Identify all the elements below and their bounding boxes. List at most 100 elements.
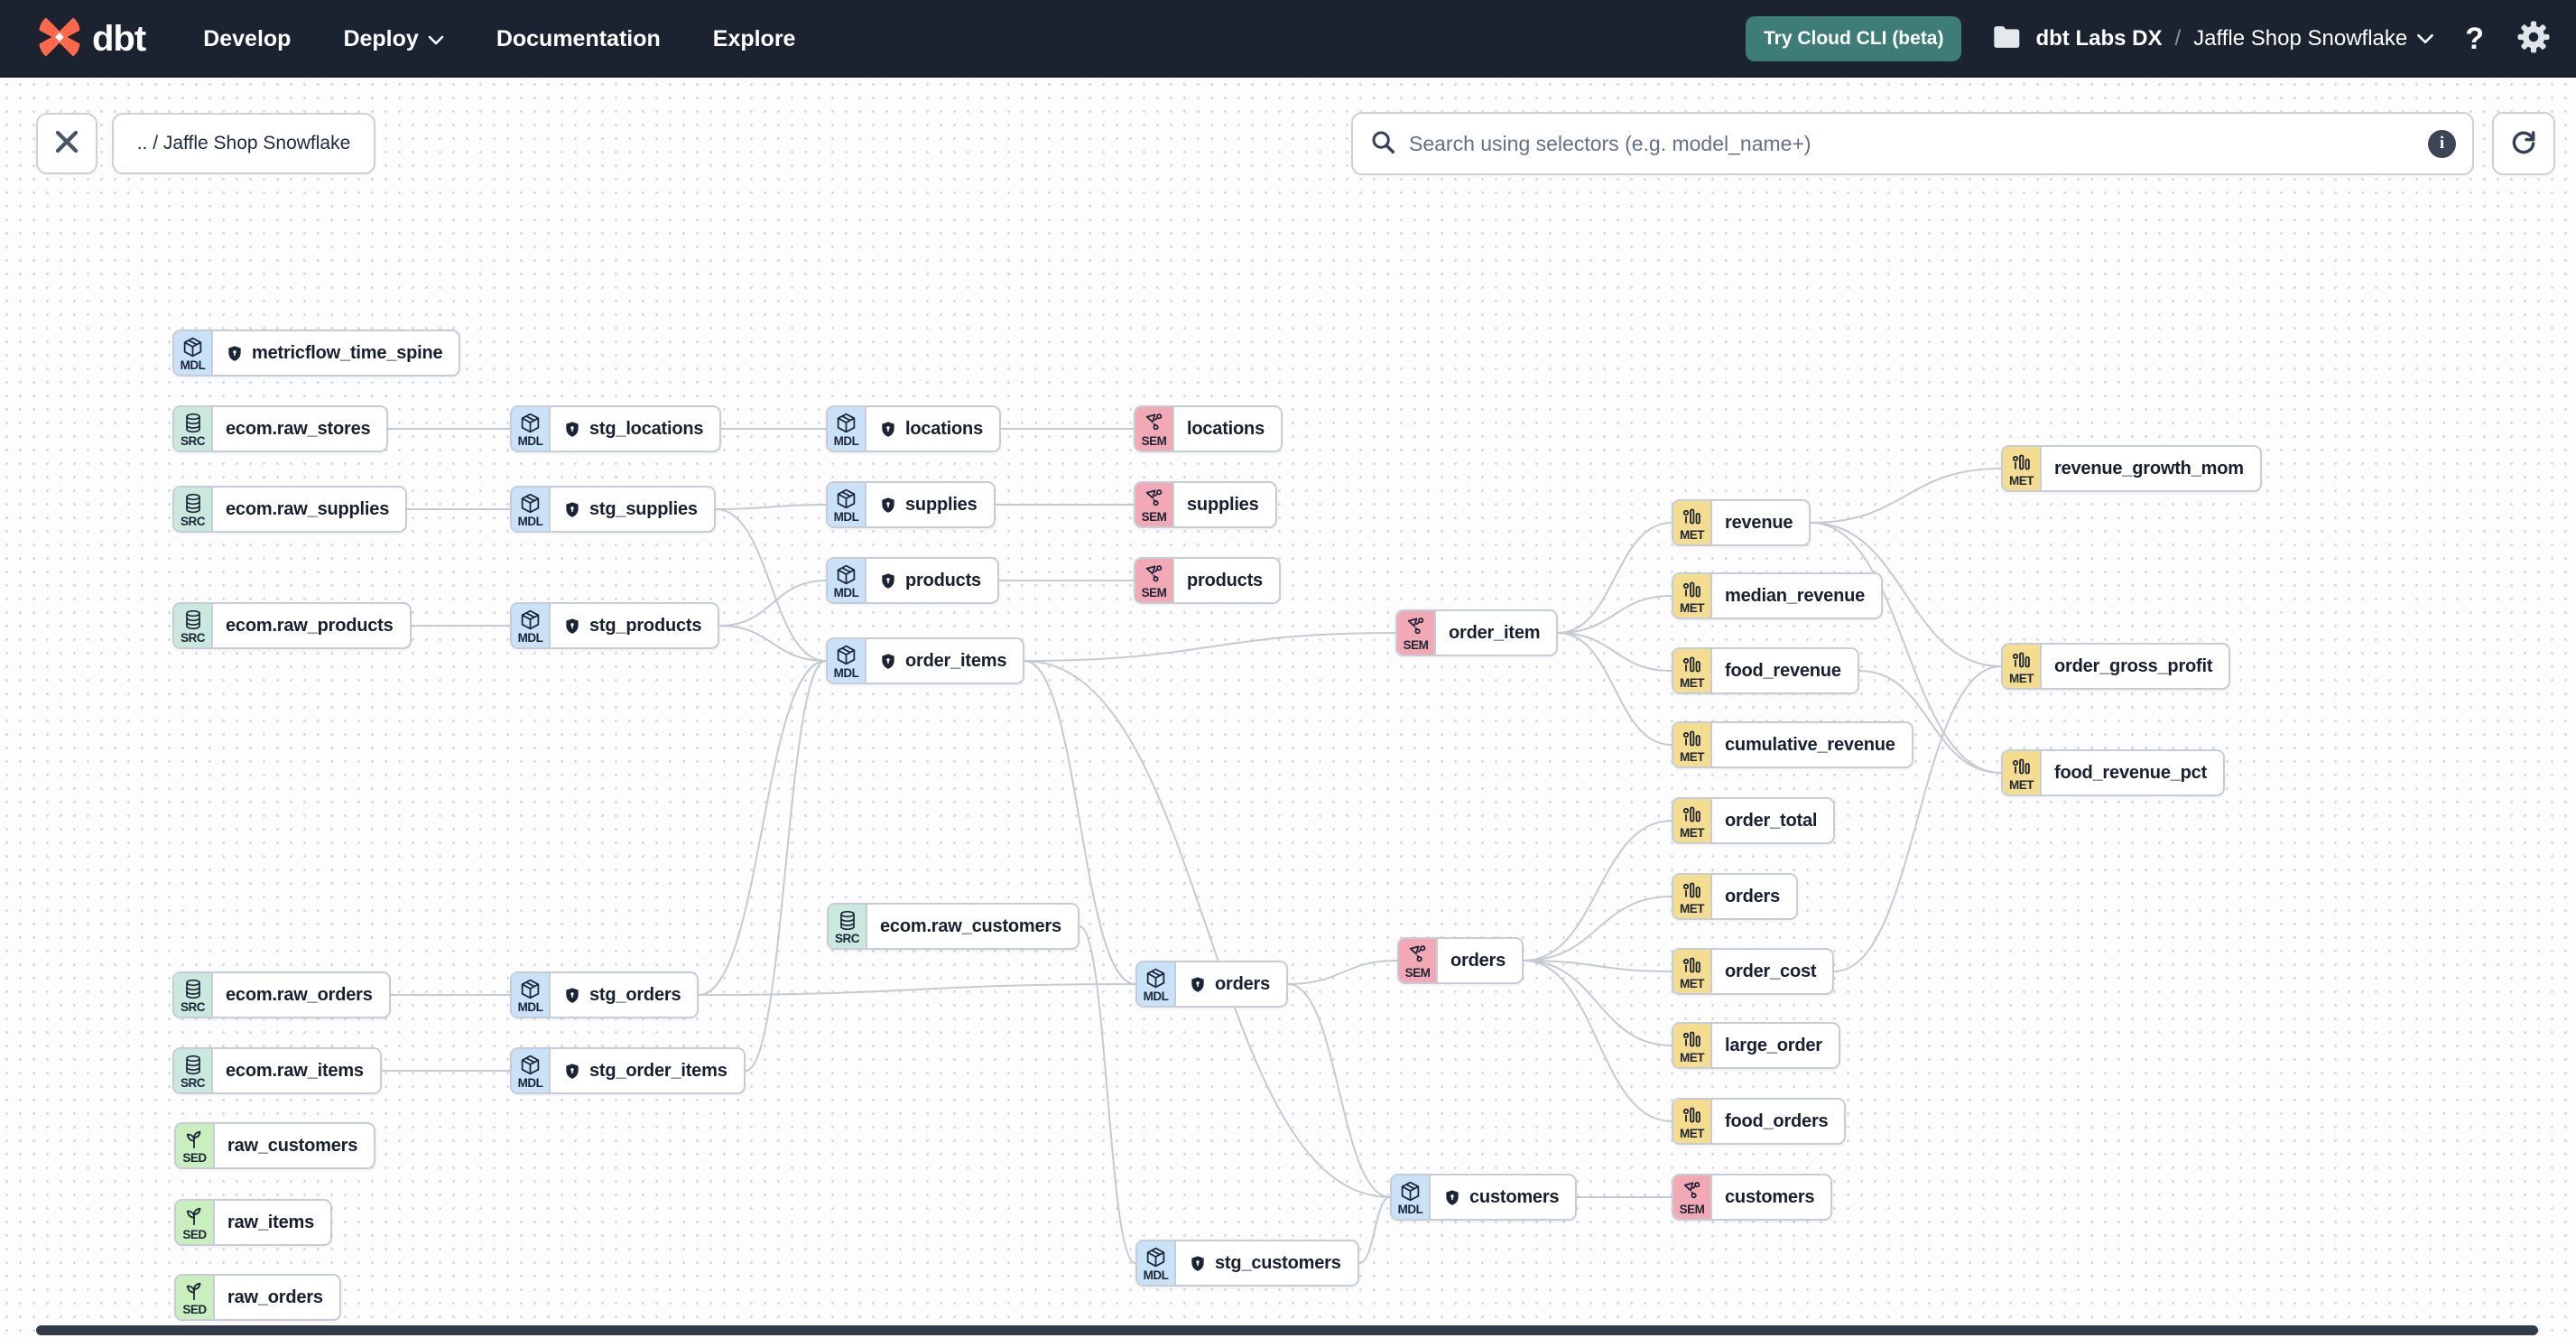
node-label: customers	[1431, 1175, 1575, 1219]
graph-node-food_orders[interactable]: MET food_orders	[1672, 1098, 1847, 1145]
graph-node-food_revenue_pct[interactable]: MET food_revenue_pct	[2001, 749, 2226, 796]
graph-node-products_mdl[interactable]: MDL products	[826, 557, 999, 604]
shield-icon	[226, 344, 244, 363]
shield-icon	[563, 617, 581, 636]
node-label: products	[866, 559, 997, 602]
graph-node-stg_locations[interactable]: MDL stg_locations	[510, 405, 722, 452]
metric-chart-icon: MET	[1673, 574, 1712, 618]
node-type-badge: MDL	[1143, 989, 1169, 1003]
node-label-text: stg_customers	[1215, 1252, 1341, 1273]
horizontal-scrollbar[interactable]	[36, 1325, 2538, 1335]
graph-node-stg_products[interactable]: MDL stg_products	[510, 602, 720, 649]
shield-icon	[879, 652, 897, 671]
graph-node-revenue[interactable]: MET revenue	[1672, 499, 1812, 546]
graph-node-order_item_sem[interactable]: SEM order_item	[1395, 609, 1559, 656]
graph-node-stg_supplies[interactable]: MDL stg_supplies	[510, 486, 716, 533]
gear-icon[interactable]	[2515, 18, 2553, 60]
node-label-text: ecom.raw_items	[226, 1060, 364, 1081]
node-label: metricflow_time_spine	[213, 331, 459, 375]
graph-node-cumulative_revenue[interactable]: MET cumulative_revenue	[1672, 721, 1913, 768]
graph-node-raw_orders_src[interactable]: SRC ecom.raw_orders	[172, 971, 391, 1018]
graph-node-customers_mdl[interactable]: MDL customers	[1390, 1174, 1578, 1221]
model-cube-icon: MDL	[512, 973, 551, 1017]
shield-icon	[1189, 975, 1207, 994]
node-type-badge: SEM	[1141, 585, 1167, 599]
node-label: food_revenue	[1712, 649, 1858, 692]
node-label: stg_orders	[551, 973, 697, 1017]
graph-node-stg_order_items[interactable]: MDL stg_order_items	[510, 1047, 746, 1094]
lineage-canvas[interactable]	[0, 78, 2576, 1338]
graph-node-stg_orders[interactable]: MDL stg_orders	[510, 971, 700, 1018]
graph-node-stg_customers[interactable]: MDL stg_customers	[1135, 1240, 1359, 1287]
node-label-text: revenue_growth_mom	[2054, 458, 2244, 479]
graph-node-order_items_mdl[interactable]: MDL order_items	[826, 637, 1025, 684]
graph-node-order_cost[interactable]: MET order_cost	[1672, 948, 1835, 995]
node-label-text: products	[1187, 570, 1263, 590]
node-label-text: raw_items	[227, 1212, 315, 1232]
node-label: food_revenue_pct	[2042, 751, 2223, 794]
graph-node-order_gross_profit[interactable]: MET order_gross_profit	[2001, 643, 2231, 690]
project-name: Jaffle Shop Snowflake	[2193, 26, 2434, 51]
graph-node-food_revenue[interactable]: MET food_revenue	[1672, 647, 1859, 694]
node-label: order_cost	[1712, 950, 1832, 993]
source-database-icon: SRC	[829, 905, 867, 948]
node-label-text: orders	[1450, 950, 1506, 971]
account-name: dbt Labs DX	[2035, 26, 2163, 51]
node-type-badge: SRC	[834, 931, 860, 945]
refresh-button[interactable]	[2492, 112, 2555, 175]
nav-item-documentation[interactable]: Documentation	[496, 25, 661, 51]
node-label: large_order	[1712, 1024, 1839, 1067]
close-lineage-button[interactable]	[36, 113, 97, 174]
breadcrumb-separator: /	[2174, 26, 2182, 51]
nav-item-deploy[interactable]: Deploy	[343, 26, 444, 52]
breadcrumb[interactable]: .. / Jaffle Shop Snowflake	[112, 113, 375, 174]
graph-node-raw_items_src[interactable]: SRC ecom.raw_items	[172, 1047, 382, 1094]
graph-node-large_order[interactable]: MET large_order	[1672, 1022, 1840, 1069]
node-label: ecom.raw_supplies	[213, 488, 405, 531]
graph-node-supplies_mdl[interactable]: MDL supplies	[826, 481, 996, 528]
node-label-text: supplies	[1187, 494, 1259, 515]
graph-node-supplies_sem[interactable]: SEM supplies	[1134, 481, 1277, 528]
node-label-text: locations	[905, 418, 983, 439]
graph-node-customers_sem[interactable]: SEM customers	[1672, 1174, 1833, 1221]
try-cloud-cli-button[interactable]: Try Cloud CLI (beta)	[1745, 16, 1962, 61]
info-icon[interactable]: i	[2428, 129, 2456, 158]
graph-node-raw_customers_src[interactable]: SRC ecom.raw_customers	[827, 903, 1080, 950]
search-input[interactable]	[1409, 131, 2415, 156]
node-type-badge: MDL	[517, 999, 543, 1014]
graph-node-locations_sem[interactable]: SEM locations	[1134, 405, 1283, 452]
nav-item-explore[interactable]: Explore	[712, 25, 796, 51]
graph-node-locations_mdl[interactable]: MDL locations	[826, 405, 1001, 452]
node-label: ecom.raw_products	[213, 604, 410, 647]
graph-node-revenue_growth_mom[interactable]: MET revenue_growth_mom	[2001, 445, 2262, 492]
help-icon[interactable]: ?	[2465, 21, 2484, 56]
nav-item-develop[interactable]: Develop	[203, 25, 292, 51]
graph-node-orders_met[interactable]: MET orders	[1672, 873, 1799, 920]
graph-node-raw_stores[interactable]: SRC ecom.raw_stores	[172, 405, 389, 452]
node-label: food_orders	[1712, 1100, 1844, 1143]
graph-node-seed_raw_items[interactable]: SED raw_items	[174, 1199, 333, 1246]
node-type-badge: SEM	[1404, 965, 1431, 980]
graph-node-orders_mdl[interactable]: MDL orders	[1135, 961, 1289, 1008]
graph-node-raw_supplies[interactable]: SRC ecom.raw_supplies	[172, 486, 408, 533]
metric-chart-icon: MET	[1673, 950, 1712, 993]
account-project-switcher[interactable]: dbt Labs DX / Jaffle Shop Snowflake	[1992, 24, 2434, 54]
graph-node-orders_sem[interactable]: SEM orders	[1397, 937, 1524, 984]
node-label-text: raw_customers	[227, 1135, 358, 1156]
graph-node-raw_products[interactable]: SRC ecom.raw_products	[172, 602, 412, 649]
graph-node-seed_raw_orders[interactable]: SED raw_orders	[174, 1274, 341, 1321]
node-label: revenue	[1712, 501, 1809, 544]
node-label: ecom.raw_items	[213, 1049, 380, 1092]
graph-node-products_sem[interactable]: SEM products	[1134, 557, 1281, 604]
node-label-text: locations	[1187, 418, 1265, 439]
node-type-badge: MET	[1680, 749, 1705, 764]
graph-node-metricflow_time_spine[interactable]: MDL metricflow_time_spine	[172, 330, 461, 376]
graph-node-median_revenue[interactable]: MET median_revenue	[1672, 572, 1884, 619]
graph-node-order_total[interactable]: MET order_total	[1672, 797, 1836, 844]
graph-node-seed_raw_customers[interactable]: SED raw_customers	[174, 1122, 376, 1169]
node-label-text: stg_locations	[589, 418, 704, 439]
node-label-text: cumulative_revenue	[1725, 734, 1895, 755]
node-label-text: revenue	[1725, 512, 1793, 533]
dbt-logo[interactable]: dbt	[36, 14, 146, 65]
node-label: order_items	[866, 639, 1023, 683]
